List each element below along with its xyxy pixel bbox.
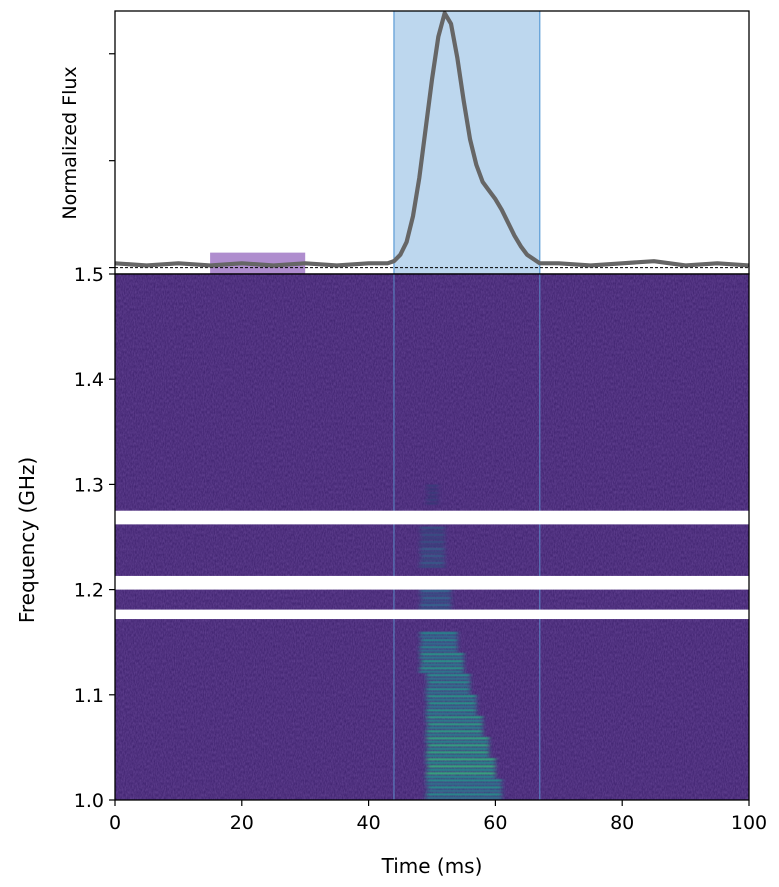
burst-emission-strip xyxy=(421,659,464,663)
time-tick-label: 100 xyxy=(731,812,767,834)
burst-emission-strip xyxy=(421,596,452,600)
burst-emission-strip xyxy=(421,554,445,558)
burst-emission-strip xyxy=(426,789,502,793)
burst-emission-strip xyxy=(427,701,477,705)
burst-emission-strip xyxy=(426,751,490,754)
burst-emission-strip xyxy=(419,607,452,610)
burst-emission-strip xyxy=(426,715,483,719)
flux-plot-background xyxy=(115,11,749,274)
burst-emission-strip xyxy=(426,772,496,775)
burst-emission-strip xyxy=(419,530,445,533)
burst-emission-strip xyxy=(427,680,471,684)
burst-emission-strip xyxy=(426,730,483,733)
burst-emission-strip xyxy=(425,761,496,765)
burst-emission-strip xyxy=(425,698,477,702)
burst-emission-strip xyxy=(419,544,445,547)
burst-emission-strip xyxy=(425,796,502,800)
masked-frequency-band xyxy=(115,609,749,620)
burst-emission-strip xyxy=(426,737,490,740)
burst-emission-strip xyxy=(425,712,477,716)
burst-emission-strip xyxy=(426,705,477,709)
burst-emission-strip xyxy=(425,677,471,681)
burst-emission-strip xyxy=(420,537,445,540)
burst-emission-strip xyxy=(420,600,452,603)
burst-emission-strip xyxy=(426,779,502,782)
flux-panel: Normalized Flux xyxy=(59,10,750,275)
burst-emission-strip xyxy=(425,775,496,779)
burst-emission-strip xyxy=(426,484,439,488)
burst-emission-strip xyxy=(420,663,464,666)
frequency-tick-label: 1.2 xyxy=(74,580,104,602)
burst-emission-strip xyxy=(426,758,496,761)
time-tick-label: 60 xyxy=(483,812,507,834)
burst-emission-strip xyxy=(426,768,496,772)
spectrum-noise xyxy=(115,274,749,800)
burst-emission-strip xyxy=(420,631,458,635)
burst-emission-strip xyxy=(420,558,445,561)
burst-emission-strip xyxy=(419,656,464,659)
burst-emission-strip xyxy=(426,684,471,688)
frequency-tick-label: 1.4 xyxy=(74,369,104,391)
burst-emission-strip xyxy=(427,786,502,789)
burst-emission-strip xyxy=(420,652,464,656)
burst-emission-strip xyxy=(420,547,445,551)
burst-emission-strip xyxy=(419,540,445,544)
burst-emission-strip xyxy=(419,645,458,649)
burst-emission-strip xyxy=(427,491,439,495)
flux-axis-label: Normalized Flux xyxy=(59,66,81,219)
burst-emission-strip xyxy=(419,666,464,670)
burst-emission-strip xyxy=(425,754,490,758)
burst-emission-strip xyxy=(419,561,445,565)
burst-emission-strip xyxy=(419,649,458,652)
frequency-tick-label: 1.5 xyxy=(74,264,104,286)
burst-emission-strip xyxy=(426,747,490,751)
burst-emission-strip xyxy=(426,726,483,730)
burst-emission-strip xyxy=(427,765,496,768)
burst-emission-strip xyxy=(426,687,471,691)
burst-emission-strip xyxy=(420,642,458,645)
burst-emission-strip xyxy=(419,670,464,674)
time-tick-label: 0 xyxy=(109,812,121,834)
burst-emission-strip xyxy=(426,498,439,502)
spectrum-frame xyxy=(114,273,750,801)
burst-emission-strip xyxy=(425,488,439,491)
frequency-tick-label: 1.3 xyxy=(74,474,104,496)
burst-emission-strip xyxy=(420,526,445,530)
burst-emission-strip xyxy=(426,793,502,796)
burst-emission-strip xyxy=(419,565,445,568)
time-axis-label: Time (ms) xyxy=(381,854,483,878)
burst-emission-strip xyxy=(425,782,502,786)
burst-emission-strip xyxy=(425,740,490,744)
burst-emission-strip xyxy=(427,744,490,747)
masked-frequency-band xyxy=(115,510,749,525)
burst-emission-strip xyxy=(426,708,477,712)
burst-emission-strip xyxy=(419,635,458,638)
burst-window-shade xyxy=(393,11,540,274)
burst-emission-strip xyxy=(425,719,483,723)
burst-emission-strip xyxy=(425,691,471,695)
burst-emission-strip xyxy=(421,638,458,642)
burst-emission-strip xyxy=(421,533,445,537)
frequency-axis-label: Frequency (GHz) xyxy=(15,457,39,623)
burst-emission-strip xyxy=(419,593,452,596)
burst-emission-strip xyxy=(426,694,477,698)
dynamic-spectrum-panel: 0 20 40 60 80 100 1.0 1.1 1.2 1.3 1.4 1.5 Time (ms… xyxy=(15,264,767,878)
frequency-tick-label: 1.1 xyxy=(74,685,104,707)
time-tick-label: 80 xyxy=(610,812,634,834)
burst-emission-strip xyxy=(426,673,471,677)
burst-emission-strip xyxy=(419,551,445,554)
burst-emission-strip xyxy=(420,589,452,593)
masked-frequency-band xyxy=(115,575,749,590)
burst-emission-strip xyxy=(425,502,439,505)
flux-series-line xyxy=(115,11,749,268)
frequency-tick-label: 1.0 xyxy=(74,790,104,812)
burst-emission-strip xyxy=(419,603,452,607)
burst-emission-strip xyxy=(425,733,483,737)
burst-emission-strip xyxy=(427,723,483,726)
time-tick-label: 40 xyxy=(357,812,381,834)
burst-emission-strip xyxy=(426,495,439,498)
time-tick-label: 20 xyxy=(230,812,254,834)
